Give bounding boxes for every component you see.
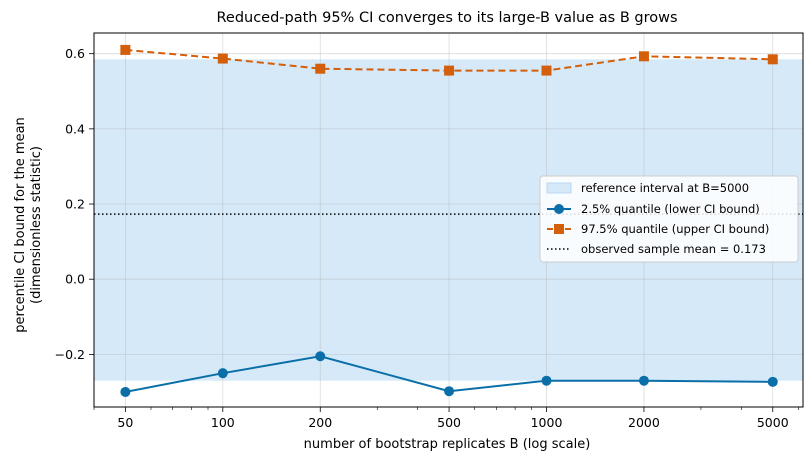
x-tick-label: 100 (211, 415, 235, 430)
legend-marker-upper (554, 224, 564, 234)
series-1-point (444, 65, 455, 76)
series-1-point (638, 51, 649, 62)
x-tick-label: 500 (437, 415, 461, 430)
series-1-point (120, 44, 131, 55)
x-tick-label: 50 (117, 415, 133, 430)
series-1-point (767, 54, 778, 65)
y-tick-label: 0.2 (65, 197, 85, 212)
y-tick-label: 0.4 (65, 121, 85, 136)
series-layer (120, 44, 778, 397)
x-tick-label: 200 (308, 415, 332, 430)
axis-layer: 50 100 200 500 1000 2000 5000 −0.2 0.0 0.2 0.4 0.6 (55, 46, 799, 430)
series-0-point (541, 375, 552, 386)
series-0-point (767, 376, 778, 387)
y-tick-label: 0.6 (65, 46, 85, 61)
y-tick-label: 0.0 (65, 272, 85, 287)
legend-swatch-reference-band (546, 182, 572, 194)
x-axis-label: number of bootstrap replicates B (log sc… (304, 437, 591, 452)
series-0-point (315, 351, 326, 362)
y-axis-label-line2: (dimensionless statistic) (29, 146, 44, 304)
plot-frame (93, 32, 804, 408)
series-1-point (541, 65, 552, 76)
series-0-point (638, 375, 649, 386)
series-1-point (217, 53, 228, 64)
legend-label-sample-mean: observed sample mean = 0.173 (581, 242, 766, 256)
x-tick-label: 2000 (628, 415, 660, 430)
y-axis-label-line1: percentile CI bound for the mean (13, 117, 28, 333)
legend-label-lower: 2.5% quantile (lower CI bound) (581, 202, 760, 216)
legend-label-upper: 97.5% quantile (upper CI bound) (581, 222, 769, 236)
x-tick-label: 5000 (757, 415, 789, 430)
legend: reference interval at B=5000 2.5% quanti… (539, 175, 799, 263)
legend-box (539, 175, 799, 263)
series-0-point (120, 386, 131, 397)
series-0-point (444, 386, 455, 397)
chart-title: Reduced-path 95% CI converges to its lar… (216, 10, 677, 26)
series-0-point (217, 368, 228, 379)
x-tick-label: 1000 (531, 415, 563, 430)
series-1-point (315, 63, 326, 74)
legend-marker-lower (554, 204, 564, 214)
legend-label-reference-band: reference interval at B=5000 (581, 181, 749, 195)
y-tick-label: −0.2 (55, 347, 85, 362)
